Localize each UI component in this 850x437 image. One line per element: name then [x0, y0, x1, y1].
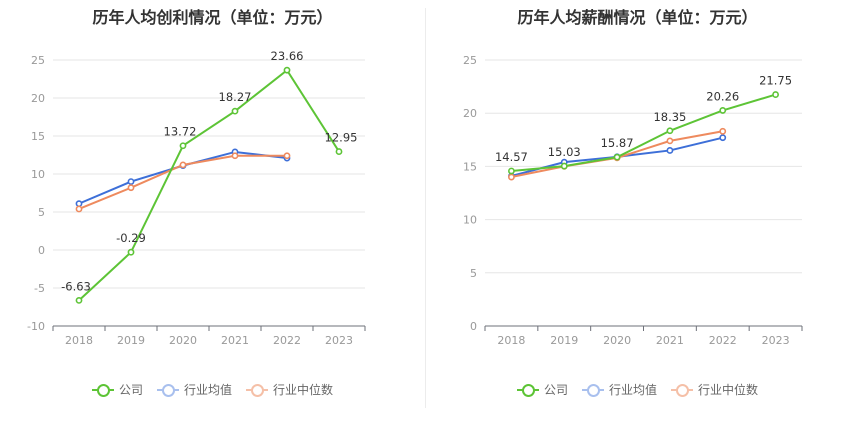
legend-marker-icon	[516, 383, 539, 397]
data-point[interactable]	[508, 173, 515, 181]
x-tick-label: 2021	[656, 334, 684, 347]
data-point[interactable]	[75, 296, 83, 304]
x-tick-label: 2018	[497, 334, 525, 347]
data-point[interactable]	[127, 178, 135, 185]
x-tick-label: 2019	[550, 334, 578, 347]
data-point[interactable]	[613, 153, 621, 161]
y-tick-label: 25	[463, 54, 477, 67]
legend-item-industry-median[interactable]: 行业中位数	[246, 381, 333, 398]
salary-chart-panel: 历年人均薪酬情况（单位：万元） 0 5 10 15 20 25 2018 2019 2020 20…	[425, 0, 850, 437]
data-point[interactable]	[666, 147, 674, 154]
series-line	[78, 68, 340, 302]
data-label: 15.03	[548, 145, 581, 159]
legend-label: 行业均值	[183, 383, 232, 397]
data-point[interactable]	[719, 107, 727, 114]
series-line	[511, 93, 776, 172]
legend-label: 行业中位数	[273, 383, 334, 397]
y-tick-label: 10	[31, 168, 45, 181]
data-point[interactable]	[127, 248, 135, 256]
y-tick-label: 25	[31, 54, 45, 67]
data-point[interactable]	[666, 137, 674, 145]
x-tick-label: 2020	[169, 334, 197, 347]
x-tick-label: 2020	[603, 334, 631, 347]
y-tick-label: 0	[470, 320, 477, 333]
y-tick-label: 20	[463, 107, 477, 120]
data-point[interactable]	[335, 148, 343, 155]
data-point[interactable]	[231, 152, 239, 160]
legend-item-company[interactable]: 公司	[91, 381, 143, 398]
data-point[interactable]	[75, 205, 83, 213]
legend: 公司 行业均值 行业中位数	[0, 381, 425, 398]
chart-title: 历年人均薪酬情况（单位：万元）	[517, 8, 758, 27]
data-point[interactable]	[179, 142, 187, 150]
data-label: 14.57	[495, 150, 528, 164]
x-tick-label: 2023	[762, 334, 790, 347]
data-label: 12.95	[325, 131, 358, 145]
data-point[interactable]	[666, 127, 674, 135]
data-label: 18.35	[653, 110, 686, 124]
x-tick-label: 2023	[325, 334, 353, 347]
data-point[interactable]	[719, 134, 727, 142]
legend-marker-icon	[156, 383, 179, 397]
data-point[interactable]	[560, 162, 568, 170]
legend-label: 公司	[118, 383, 143, 397]
data-point[interactable]	[772, 91, 779, 98]
x-tick-label: 2018	[65, 334, 93, 347]
data-point[interactable]	[283, 152, 291, 160]
data-label: -0.29	[116, 231, 146, 245]
profit-chart-panel: 历年人均创利情况（单位：万元） -10 -5 0 5 10 15 20 25 2018 2019 2…	[0, 8, 425, 398]
data-label: -6.63	[61, 279, 91, 293]
x-tick-label: 2021	[221, 334, 249, 347]
y-tick-label: 5	[38, 206, 45, 219]
y-tick-label: 15	[31, 130, 45, 143]
chart-title: 历年人均创利情况（单位：万元）	[92, 8, 333, 27]
legend-item-company[interactable]: 公司	[516, 381, 568, 398]
series-0: 14.57 15.03 15.87 18.35 20.26 21.75	[495, 74, 792, 175]
data-label: 15.87	[601, 136, 634, 150]
data-label: 21.75	[759, 74, 792, 88]
y-tick-label: 5	[470, 267, 477, 280]
panel-divider	[425, 8, 426, 408]
data-point[interactable]	[75, 200, 83, 208]
x-tick-label: 2022	[709, 334, 737, 347]
data-point[interactable]	[127, 184, 135, 192]
y-tick-label: 0	[38, 244, 45, 257]
x-tick-label: 2019	[117, 334, 145, 347]
y-tick-label: 20	[31, 92, 45, 105]
y-tick-label: 10	[463, 214, 477, 227]
x-tick-label: 2022	[273, 334, 301, 347]
grid-lines	[53, 59, 365, 327]
legend-label: 公司	[543, 383, 568, 397]
data-point[interactable]	[508, 167, 515, 175]
legend-marker-icon	[671, 383, 693, 397]
legend-item-industry-mean[interactable]: 行业均值	[581, 381, 657, 398]
legend-item-industry-mean[interactable]: 行业均值	[156, 381, 232, 398]
legend: 公司 行业均值 行业中位数	[425, 381, 850, 398]
data-point[interactable]	[719, 127, 727, 135]
legend-marker-icon	[91, 383, 114, 397]
data-label: 20.26	[706, 89, 739, 103]
y-tick-label: 15	[463, 160, 477, 173]
legend-marker-icon	[246, 383, 268, 397]
legend-label: 行业均值	[608, 383, 657, 397]
data-label: 18.27	[219, 90, 252, 104]
data-point[interactable]	[179, 161, 187, 169]
data-label: 13.72	[164, 125, 197, 139]
legend-marker-icon	[581, 383, 604, 397]
data-point[interactable]	[231, 107, 239, 115]
data-point[interactable]	[283, 66, 291, 74]
legend-label: 行业中位数	[698, 383, 759, 397]
legend-item-industry-median[interactable]: 行业中位数	[671, 381, 758, 398]
y-tick-label: -5	[34, 282, 45, 295]
series-0: -6.63 -0.29 13.72 18.27 23.66 12.95	[61, 49, 358, 304]
series-2	[75, 152, 291, 213]
data-label: 23.66	[271, 49, 304, 63]
profit-line-chart: -10 -5 0 5 10 15 20 25 2018 2019 2020 2021 2022 2023 -…	[27, 49, 366, 347]
y-tick-label: -10	[27, 320, 45, 333]
